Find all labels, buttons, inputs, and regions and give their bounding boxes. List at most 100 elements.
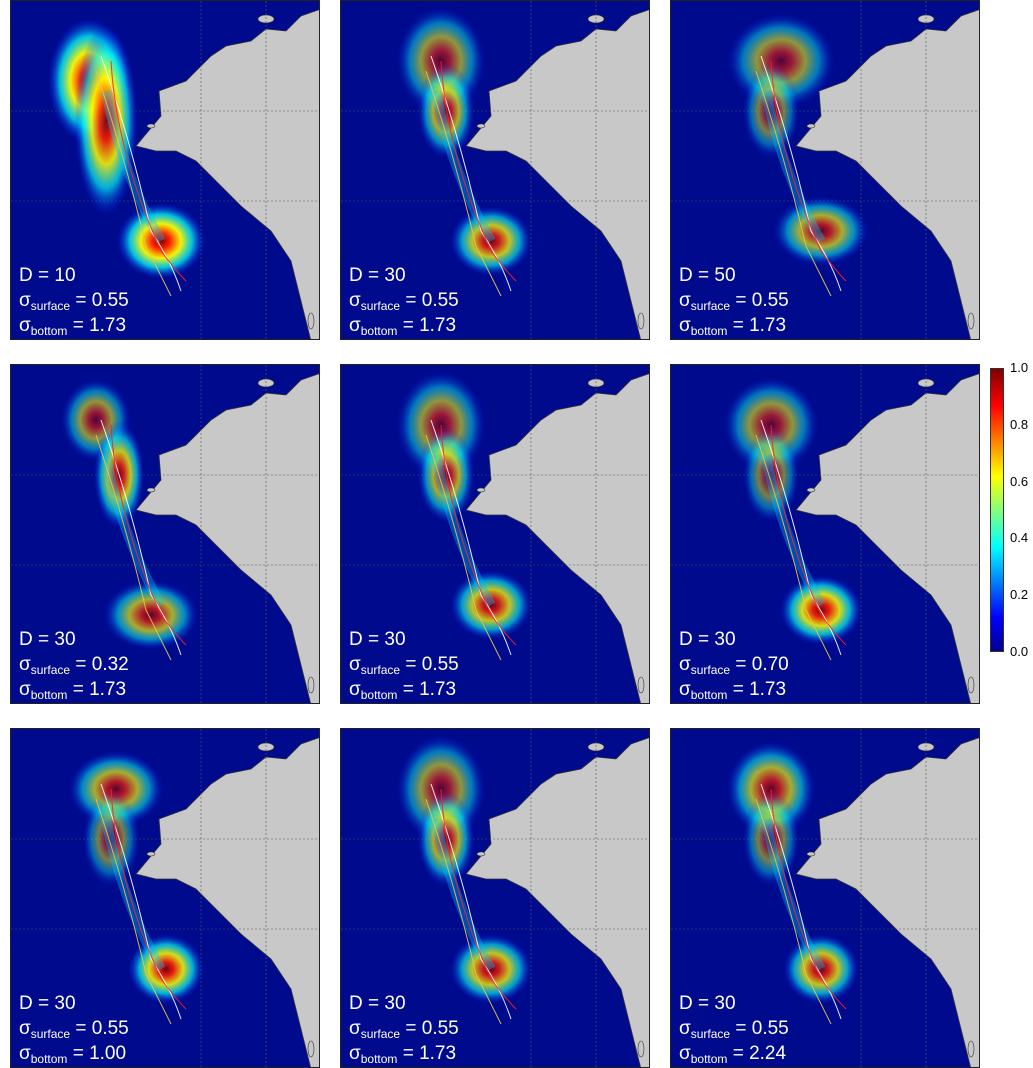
island [637,312,645,330]
density-hotspot [779,574,863,646]
density-hotspot [82,791,140,887]
track-line [95,798,172,1025]
track-line [770,60,847,282]
sigma-bottom-label: σbottom = 1.73 [349,1043,457,1066]
colorbar [990,368,1004,652]
density-corridor [101,90,166,244]
sigma-bottom-label: σbottom = 1.00 [19,1043,127,1066]
map-panel: D = 30 σsurface = 0.55 σbottom = 2.24 [670,728,980,1068]
density-corridor [761,818,826,972]
track-line [425,70,502,297]
density-hotspot [742,63,800,159]
track-line [100,419,182,656]
density-hotspot [742,791,800,887]
colorbar-tick-label: 0.4 [1010,530,1029,546]
map-panel: D = 10 σsurface = 0.55 σbottom = 1.73 [10,0,320,340]
track-line [425,798,502,1025]
d-value-label: D = 30 [679,629,736,650]
island [967,676,975,694]
island [476,487,486,493]
track-line [760,419,842,656]
sigma-bottom-label: σbottom = 1.73 [349,315,457,338]
track-line [760,55,842,292]
land-mass [465,9,649,339]
map-panel: D = 30 σsurface = 0.70 σbottom = 1.73 [670,364,980,704]
island [806,123,816,129]
island [806,851,816,857]
island [967,312,975,330]
density-hotspot [782,933,860,1005]
d-value-label: D = 30 [19,993,76,1014]
map-panel: D = 30 σsurface = 0.55 σbottom = 1.00 [10,728,320,1068]
density-corridor [431,90,496,244]
density-corridor [761,90,826,244]
map-svg [11,365,319,703]
d-value-label: D = 30 [349,629,406,650]
track-line [110,424,187,646]
d-value-label: D = 30 [19,629,76,650]
density-hotspot [773,195,869,267]
map-svg [11,1,319,339]
density-corridor [431,454,496,608]
colorbar-tick-label: 0.2 [1010,587,1029,603]
d-value-label: D = 30 [349,993,406,1014]
land-mass [795,737,979,1067]
land-mass [465,373,649,703]
track-line [100,55,182,292]
sigma-surface-label: σsurface = 0.55 [19,1018,129,1041]
sigma-bottom-label: σbottom = 1.73 [679,315,787,338]
track-line [110,788,187,1010]
sigma-surface-label: σsurface = 0.55 [349,290,459,313]
map-panel: D = 30 σsurface = 0.55 σbottom = 1.73 [340,0,650,340]
island [637,1040,645,1058]
island [307,1040,315,1058]
sigma-surface-label: σsurface = 0.55 [349,654,459,677]
island [476,851,486,857]
island [967,1040,975,1058]
sigma-surface-label: σsurface = 0.70 [679,654,789,677]
track-line [430,783,512,1020]
map-svg [671,365,979,703]
density-hotspot [742,427,800,523]
d-value-label: D = 30 [349,265,406,286]
colorbar-tick-label: 0.0 [1010,644,1029,659]
density-corridor [101,818,166,972]
track-line [760,783,842,1020]
map-svg [11,729,319,1067]
sigma-surface-label: σsurface = 0.32 [19,654,129,677]
d-value-label: D = 30 [679,993,736,1014]
land-mass [135,9,319,339]
track-line [110,60,187,282]
track-line [440,60,517,282]
map-panel: D = 50 σsurface = 0.55 σbottom = 1.73 [670,0,980,340]
land-mass [135,737,319,1067]
island [146,487,156,493]
track-line [430,55,512,292]
track-line [770,424,847,646]
density-hotspot [127,933,205,1005]
land-mass [795,373,979,703]
map-svg [341,1,649,339]
island [146,851,156,857]
track-line [755,434,832,661]
track-line [425,434,502,661]
map-panel: D = 30 σsurface = 0.55 σbottom = 1.73 [340,364,650,704]
map-panel: D = 30 σsurface = 0.32 σbottom = 1.73 [10,364,320,704]
map-svg [341,729,649,1067]
track-line [755,70,832,297]
sigma-surface-label: σsurface = 0.55 [349,1018,459,1041]
island [806,487,816,493]
track-line [100,783,182,1020]
sigma-bottom-label: σbottom = 2.24 [679,1043,787,1066]
map-svg [671,1,979,339]
sigma-surface-label: σsurface = 0.55 [19,290,129,313]
track-line [440,788,517,1010]
density-corridor [431,818,496,972]
track-line [440,424,517,646]
d-value-label: D = 50 [679,265,736,286]
sigma-bottom-label: σbottom = 1.73 [19,315,127,338]
land-mass [795,9,979,339]
density-corridor [761,454,826,608]
island [637,676,645,694]
land-mass [135,373,319,703]
